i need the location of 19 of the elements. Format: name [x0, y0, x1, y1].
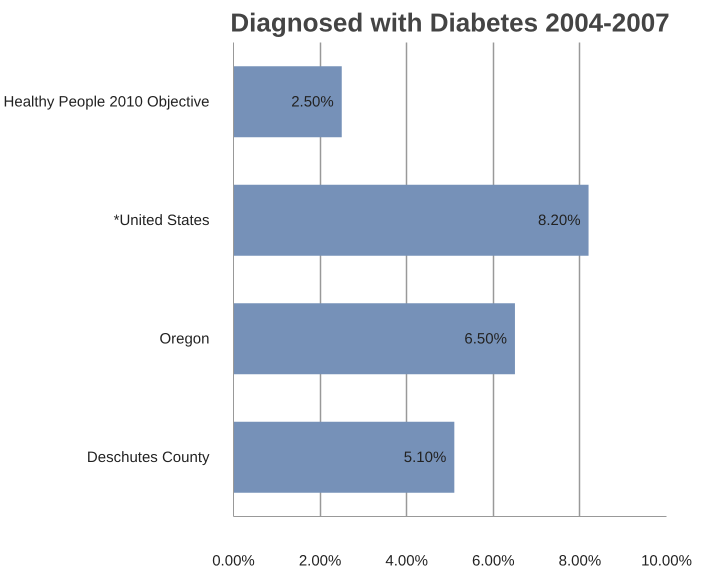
x-tick-label: 8.00%: [558, 552, 602, 570]
x-tick-label: 2.00%: [298, 552, 342, 570]
y-tick-label: Healthy People 2010 Objective: [4, 93, 210, 110]
x-tick-label: 0.00%: [212, 552, 255, 570]
x-tick-label: 6.00%: [472, 552, 515, 570]
bar: [234, 184, 589, 256]
x-tick-label: 10.00%: [641, 552, 692, 570]
bar: [234, 303, 515, 374]
bar: [234, 66, 342, 138]
y-tick-label: Deschutes County: [86, 448, 210, 466]
bar: [234, 422, 454, 493]
data-label: 6.50%: [464, 330, 507, 348]
data-label: 8.20%: [538, 212, 581, 229]
data-label: 2.50%: [291, 93, 334, 110]
y-tick-label: *United States: [114, 212, 210, 229]
x-tick-label: 4.00%: [385, 552, 428, 570]
data-label: 5.10%: [404, 448, 446, 466]
chart-title: Diagnosed with Diabetes 2004-2007: [230, 8, 670, 38]
y-tick-label: Oregon: [159, 330, 210, 348]
